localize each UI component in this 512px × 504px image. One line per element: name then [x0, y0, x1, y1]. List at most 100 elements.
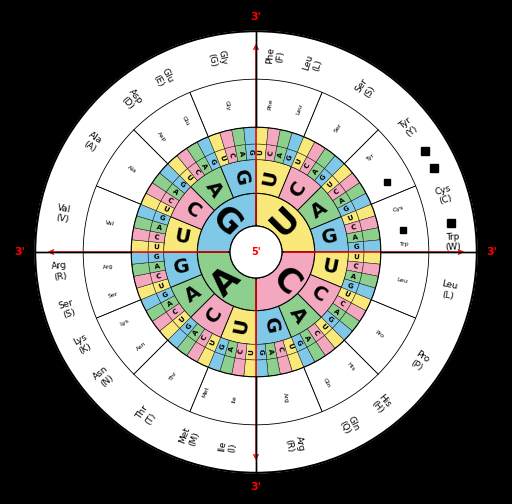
Text: U: U — [343, 291, 350, 299]
Text: C: C — [304, 162, 311, 170]
Wedge shape — [220, 355, 235, 374]
Text: Cys: Cys — [392, 205, 404, 213]
Wedge shape — [267, 128, 281, 146]
Wedge shape — [132, 228, 150, 241]
Text: G: G — [347, 282, 354, 290]
Text: C: C — [286, 178, 310, 201]
Wedge shape — [346, 182, 366, 201]
Text: Pro
(P): Pro (P) — [408, 349, 431, 373]
Wedge shape — [277, 130, 292, 149]
Wedge shape — [235, 145, 247, 161]
Text: Ala
(A): Ala (A) — [81, 131, 104, 155]
Text: A: A — [286, 303, 310, 327]
Wedge shape — [187, 162, 205, 180]
Wedge shape — [141, 293, 161, 311]
Text: His
(H): His (H) — [369, 393, 393, 416]
Wedge shape — [348, 252, 364, 263]
Text: C: C — [312, 329, 319, 336]
Text: Asp
(D): Asp (D) — [118, 87, 144, 112]
Wedge shape — [351, 293, 371, 311]
Text: U: U — [347, 215, 354, 222]
Text: 5': 5' — [251, 247, 261, 257]
Text: A: A — [332, 307, 340, 316]
Text: Gln
(Q): Gln (Q) — [336, 414, 361, 437]
Text: A: A — [277, 152, 284, 158]
Wedge shape — [215, 337, 229, 355]
Text: Gly
(G): Gly (G) — [207, 50, 228, 68]
Wedge shape — [274, 340, 287, 358]
Wedge shape — [297, 347, 315, 367]
Wedge shape — [146, 303, 166, 322]
Wedge shape — [160, 321, 180, 340]
Text: C: C — [193, 168, 200, 175]
Wedge shape — [256, 144, 267, 160]
Text: G: G — [205, 201, 247, 243]
Wedge shape — [190, 293, 233, 337]
Wedge shape — [244, 359, 256, 377]
Text: C: C — [238, 348, 245, 354]
Text: Trp
(W): Trp (W) — [444, 232, 461, 253]
Text: 3': 3' — [250, 12, 262, 22]
Wedge shape — [245, 344, 256, 360]
Text: G: G — [353, 244, 359, 250]
Wedge shape — [131, 252, 148, 264]
Text: C: C — [182, 198, 204, 222]
Wedge shape — [328, 303, 346, 321]
Text: His: His — [346, 362, 355, 372]
Text: Cys
(C): Cys (C) — [434, 183, 455, 207]
Text: A: A — [201, 162, 208, 170]
Wedge shape — [221, 306, 256, 344]
Wedge shape — [256, 160, 291, 198]
Wedge shape — [364, 240, 381, 252]
Text: A: A — [156, 224, 162, 231]
Wedge shape — [187, 142, 205, 162]
Text: Glu: Glu — [181, 115, 190, 127]
Wedge shape — [225, 146, 238, 164]
Text: C: C — [350, 224, 356, 231]
Wedge shape — [205, 334, 221, 352]
Text: Met
(M): Met (M) — [178, 426, 202, 449]
Wedge shape — [161, 295, 179, 312]
Text: Ala: Ala — [127, 164, 138, 174]
Wedge shape — [287, 133, 304, 152]
Wedge shape — [187, 324, 205, 342]
Wedge shape — [316, 336, 335, 356]
Text: Met: Met — [202, 386, 210, 399]
Circle shape — [35, 31, 477, 473]
Text: A: A — [307, 198, 330, 222]
Text: A: A — [202, 177, 226, 201]
Wedge shape — [316, 148, 335, 168]
Wedge shape — [283, 337, 297, 355]
Wedge shape — [333, 192, 351, 209]
Wedge shape — [362, 263, 380, 276]
Text: A: A — [154, 264, 160, 270]
Text: C: C — [166, 197, 174, 205]
Text: U: U — [248, 349, 254, 355]
Text: G: G — [209, 158, 217, 165]
Circle shape — [230, 226, 282, 278]
Wedge shape — [256, 193, 315, 252]
Wedge shape — [131, 240, 148, 252]
Text: C: C — [201, 334, 208, 342]
Wedge shape — [283, 149, 297, 167]
Text: A: A — [338, 197, 346, 205]
Wedge shape — [256, 306, 291, 344]
Wedge shape — [134, 273, 153, 288]
Wedge shape — [208, 133, 225, 152]
Wedge shape — [208, 352, 225, 371]
Text: Leu
(L): Leu (L) — [302, 53, 325, 74]
Wedge shape — [166, 183, 184, 201]
Text: U: U — [258, 149, 264, 155]
Text: Gln: Gln — [322, 377, 331, 389]
Wedge shape — [173, 310, 190, 329]
Wedge shape — [300, 329, 316, 347]
Wedge shape — [339, 312, 360, 331]
Text: U: U — [178, 315, 186, 324]
Text: Leu: Leu — [396, 278, 408, 285]
Text: Lys: Lys — [119, 318, 130, 327]
Wedge shape — [197, 252, 256, 311]
Text: Lys
(K): Lys (K) — [72, 333, 93, 357]
Text: C: C — [277, 346, 284, 352]
Wedge shape — [197, 347, 215, 367]
Text: A: A — [267, 348, 274, 354]
